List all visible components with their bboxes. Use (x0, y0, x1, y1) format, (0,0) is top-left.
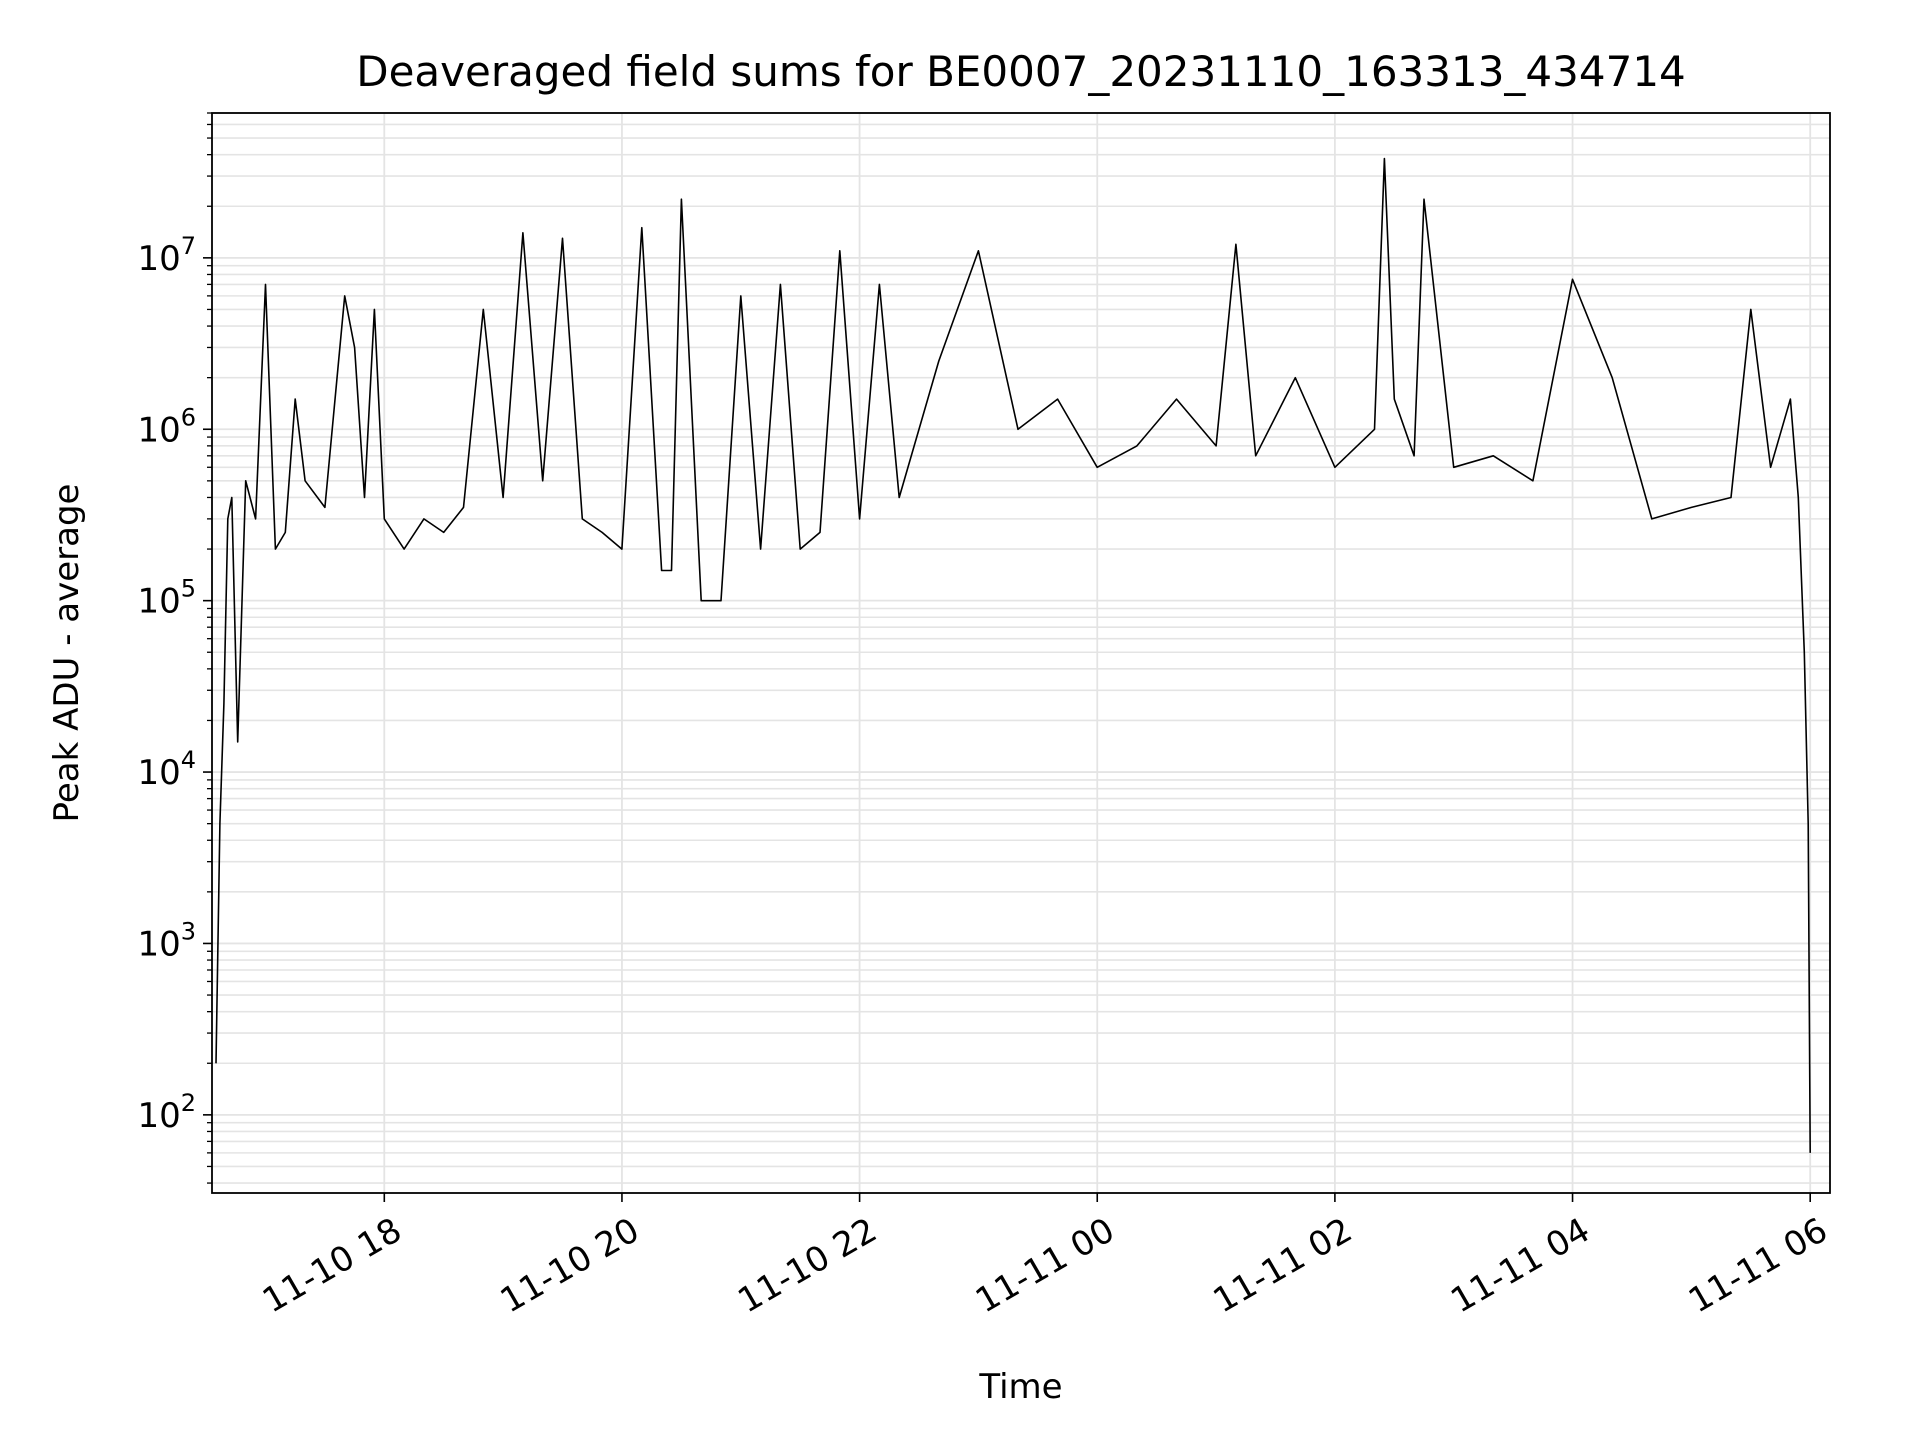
y-tick-label: 107 (137, 232, 196, 279)
y-tick-label: 104 (137, 746, 196, 793)
plot-frame (211, 112, 1831, 1194)
series-line (215, 157, 1811, 1153)
y-tick-label: 103 (137, 917, 196, 964)
x-axis-label: Time (978, 1367, 1062, 1407)
y-axis-label: Peak ADU - average (47, 484, 87, 823)
chart-title: Deaveraged field sums for BE0007_2023111… (356, 47, 1686, 96)
y-tick-label: 105 (137, 575, 196, 622)
y-tick-label: 106 (137, 403, 196, 450)
y-tick-label: 102 (137, 1089, 196, 1136)
